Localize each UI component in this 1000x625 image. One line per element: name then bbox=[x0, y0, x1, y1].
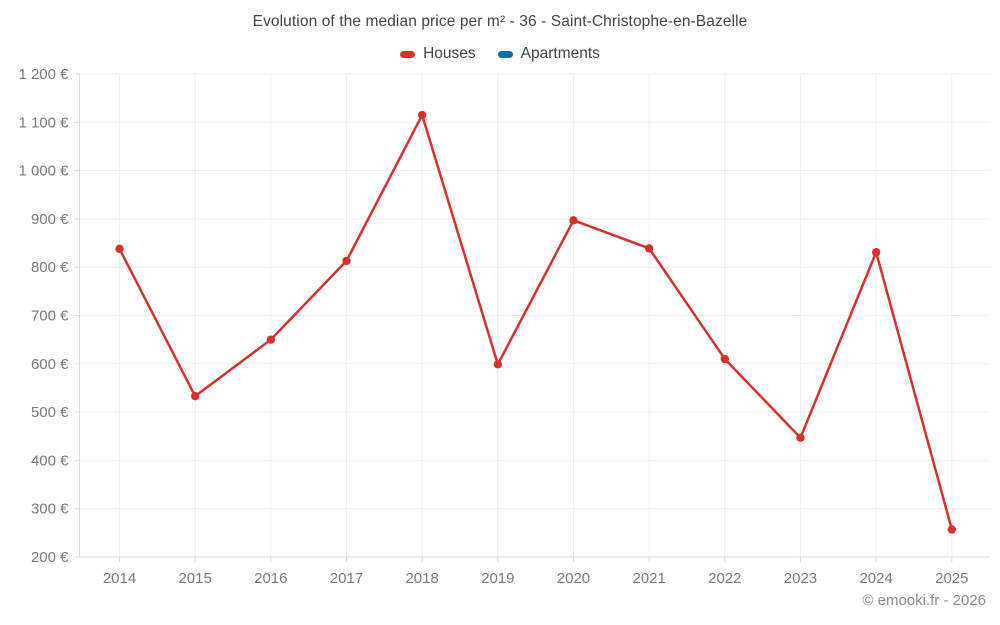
data-point-houses-2024[interactable] bbox=[871, 248, 881, 257]
copyright-footer: © emooki.fr - 2026 bbox=[862, 592, 986, 609]
x-tick-label: 2025 bbox=[935, 570, 968, 587]
data-point-houses-2025[interactable] bbox=[947, 525, 956, 534]
data-point-houses-2022[interactable] bbox=[720, 354, 730, 364]
y-tick-label: 600 € bbox=[31, 356, 69, 373]
data-point-houses-2021[interactable] bbox=[644, 244, 654, 253]
data-point-houses-2023[interactable] bbox=[796, 433, 805, 442]
apartments-legend-swatch-icon bbox=[497, 50, 513, 58]
legend-label: Apartments bbox=[520, 45, 600, 62]
data-point-houses-2016[interactable] bbox=[266, 335, 276, 344]
data-point-houses-2019[interactable] bbox=[493, 360, 503, 369]
houses-series-line bbox=[118, 113, 954, 531]
y-tick-label: 1 100 € bbox=[18, 114, 69, 131]
data-point-houses-2018[interactable] bbox=[417, 110, 427, 120]
y-tick-label: 800 € bbox=[31, 259, 69, 276]
y-tick-label: 200 € bbox=[31, 549, 69, 566]
data-point-houses-2020[interactable] bbox=[569, 216, 578, 225]
x-tick-label: 2022 bbox=[708, 570, 741, 587]
houses-legend-swatch-icon bbox=[400, 50, 416, 58]
data-point-houses-2017[interactable] bbox=[342, 256, 351, 266]
data-point-houses-2015[interactable] bbox=[190, 391, 200, 401]
x-tick-label: 2021 bbox=[632, 570, 665, 587]
legend: Houses Apartments bbox=[0, 45, 1000, 63]
x-tick-label: 2023 bbox=[784, 570, 817, 587]
y-tick-label: 500 € bbox=[31, 404, 69, 421]
x-tick-label: 2019 bbox=[481, 570, 514, 587]
x-tick-label: 2020 bbox=[557, 570, 590, 587]
x-tick-label: 2015 bbox=[178, 570, 211, 587]
x-tick-label: 2018 bbox=[405, 570, 438, 587]
x-tick-label: 2024 bbox=[859, 570, 892, 587]
y-tick-label: 900 € bbox=[31, 211, 69, 228]
data-point-houses-2014[interactable] bbox=[115, 244, 124, 254]
chart-title: Evolution of the median price per m² - 3… bbox=[252, 13, 748, 30]
y-tick-label: 1 200 € bbox=[18, 66, 69, 83]
x-tick-label: 2016 bbox=[254, 570, 287, 587]
y-tick-label: 1 000 € bbox=[18, 163, 69, 180]
legend-item-houses[interactable]: Houses bbox=[400, 45, 476, 63]
y-tick-label: 300 € bbox=[31, 501, 69, 518]
legend-label: Houses bbox=[423, 45, 476, 62]
x-tick-label: 2017 bbox=[330, 570, 363, 587]
x-tick-label: 2014 bbox=[103, 570, 136, 587]
y-tick-label: 700 € bbox=[31, 308, 69, 325]
legend-item-apartments[interactable]: Apartments bbox=[497, 45, 600, 63]
y-tick-label: 400 € bbox=[31, 452, 69, 469]
